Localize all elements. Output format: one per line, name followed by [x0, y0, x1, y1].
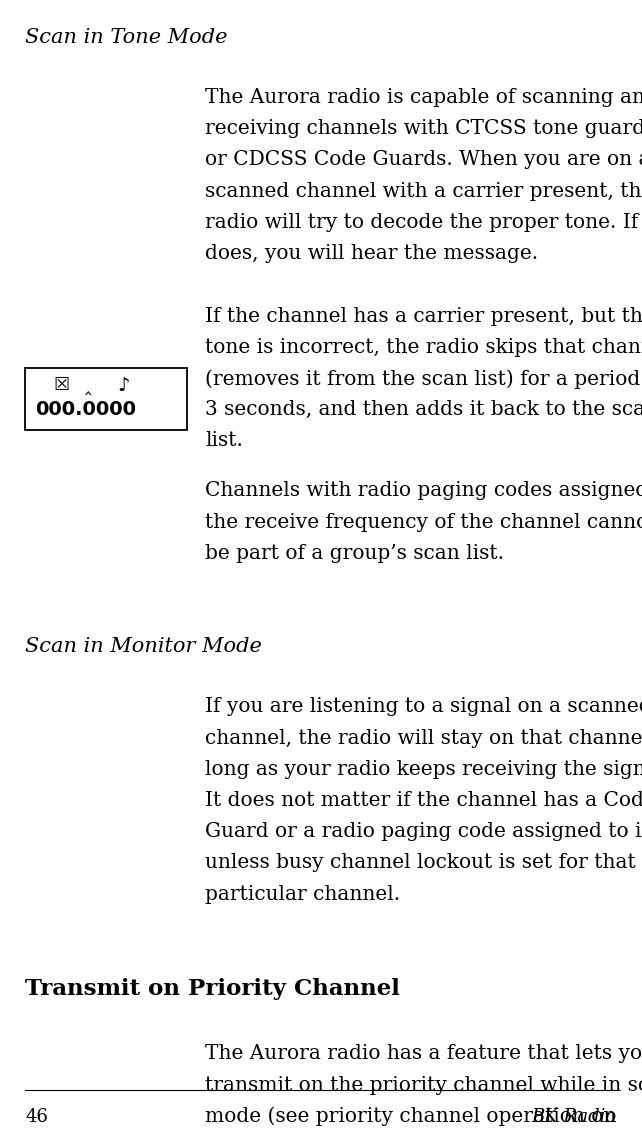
Text: unless busy channel lockout is set for that: unless busy channel lockout is set for t…	[205, 853, 636, 872]
Text: It does not matter if the channel has a Code: It does not matter if the channel has a …	[205, 791, 642, 810]
Text: radio will try to decode the proper tone. If it: radio will try to decode the proper tone…	[205, 213, 642, 232]
Text: ☒: ☒	[53, 376, 69, 394]
Text: long as your radio keeps receiving the signal.: long as your radio keeps receiving the s…	[205, 760, 642, 778]
Text: transmit on the priority channel while in scan: transmit on the priority channel while i…	[205, 1075, 642, 1094]
Text: 000.0000: 000.0000	[35, 400, 136, 419]
Text: The Aurora radio is capable of scanning and: The Aurora radio is capable of scanning …	[205, 88, 642, 107]
Text: The Aurora radio has a feature that lets you: The Aurora radio has a feature that lets…	[205, 1045, 642, 1064]
Text: Channels with radio paging codes assigned to: Channels with radio paging codes assigne…	[205, 482, 642, 501]
Text: If you are listening to a signal on a scanned: If you are listening to a signal on a sc…	[205, 698, 642, 716]
Text: 3 seconds, and then adds it back to the scan: 3 seconds, and then adds it back to the …	[205, 400, 642, 419]
Text: BK Radio: BK Radio	[532, 1108, 617, 1126]
FancyBboxPatch shape	[25, 368, 187, 431]
Text: ‸: ‸	[85, 376, 92, 395]
Text: tone is incorrect, the radio skips that channel: tone is incorrect, the radio skips that …	[205, 338, 642, 357]
Text: the receive frequency of the channel cannot: the receive frequency of the channel can…	[205, 512, 642, 531]
Text: Scan in Tone Mode: Scan in Tone Mode	[25, 28, 227, 46]
Text: receiving channels with CTCSS tone guards: receiving channels with CTCSS tone guard…	[205, 119, 642, 138]
Text: be part of a group’s scan list.: be part of a group’s scan list.	[205, 544, 504, 563]
Text: ♪: ♪	[117, 376, 130, 395]
Text: channel, the radio will stay on that channel as: channel, the radio will stay on that cha…	[205, 729, 642, 748]
Text: 46: 46	[25, 1108, 48, 1126]
Text: scanned channel with a carrier present, the: scanned channel with a carrier present, …	[205, 181, 642, 201]
Text: list.: list.	[205, 432, 243, 451]
Text: If the channel has a carrier present, but the: If the channel has a carrier present, bu…	[205, 307, 642, 325]
Text: Transmit on Priority Channel: Transmit on Priority Channel	[25, 978, 400, 1000]
Text: Guard or a radio paging code assigned to it: Guard or a radio paging code assigned to…	[205, 823, 642, 841]
Text: (removes it from the scan list) for a period of: (removes it from the scan list) for a pe…	[205, 369, 642, 389]
Text: does, you will hear the message.: does, you will hear the message.	[205, 244, 538, 263]
Text: mode (see priority channel operation on: mode (see priority channel operation on	[205, 1107, 616, 1126]
Text: particular channel.: particular channel.	[205, 885, 400, 904]
Text: or CDCSS Code Guards. When you are on a: or CDCSS Code Guards. When you are on a	[205, 151, 642, 170]
Text: Scan in Monitor Mode: Scan in Monitor Mode	[25, 638, 262, 656]
